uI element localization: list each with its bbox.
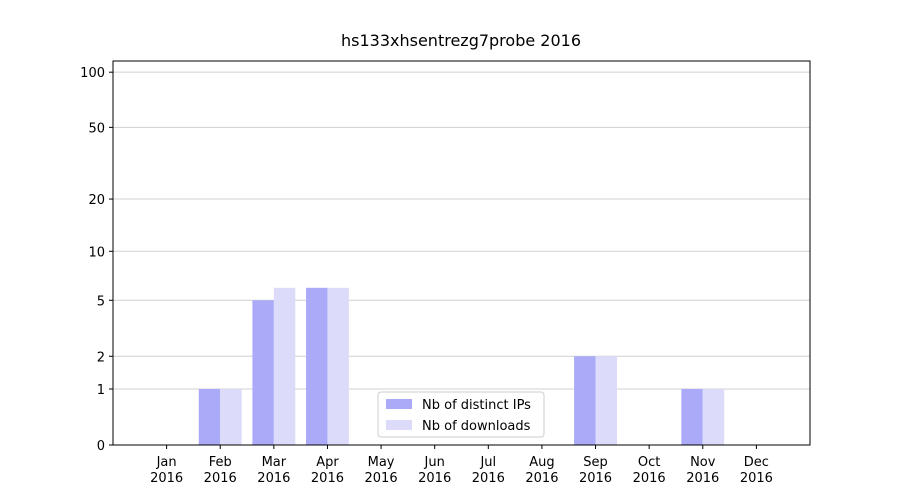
x-tick-label: Apr 2016 bbox=[311, 455, 344, 486]
y-tick-label: 1 bbox=[97, 383, 105, 398]
legend-box bbox=[377, 391, 545, 438]
bar bbox=[273, 287, 296, 445]
y-tick-label: 20 bbox=[88, 193, 105, 208]
bar bbox=[681, 389, 703, 445]
plot-frame bbox=[112, 60, 811, 446]
bar bbox=[574, 356, 596, 445]
x-tick-label: Nov 2016 bbox=[686, 455, 719, 486]
x-tick-label: Feb 2016 bbox=[204, 455, 237, 486]
y-tick-label: 100 bbox=[80, 66, 105, 81]
y-tick-label: 50 bbox=[88, 121, 105, 136]
legend-swatch bbox=[386, 420, 412, 430]
x-tick-label: Jul 2016 bbox=[472, 455, 505, 486]
bar bbox=[220, 389, 242, 445]
bar bbox=[595, 356, 617, 445]
bar bbox=[198, 389, 221, 445]
x-tick-label: Aug 2016 bbox=[525, 455, 558, 486]
bar bbox=[702, 389, 725, 445]
legend-label: Nb of distinct IPs bbox=[422, 398, 531, 413]
legend-swatch bbox=[386, 399, 412, 409]
y-tick-label: 10 bbox=[88, 245, 105, 260]
y-tick-label: 0 bbox=[97, 439, 105, 454]
legend-label: Nb of downloads bbox=[422, 419, 531, 434]
bar bbox=[327, 287, 349, 445]
x-tick-label: May 2016 bbox=[365, 455, 398, 486]
chart-title: hs133xhsentrezg7probe 2016 bbox=[341, 31, 581, 50]
y-tick-label: 5 bbox=[97, 294, 105, 309]
y-tick-label: 2 bbox=[97, 350, 105, 365]
x-tick-label: Jan 2016 bbox=[150, 455, 183, 486]
x-tick-label: Sep 2016 bbox=[579, 455, 612, 486]
x-tick-label: Dec 2016 bbox=[740, 455, 773, 486]
x-tick-label: Mar 2016 bbox=[257, 455, 290, 486]
bar bbox=[252, 300, 274, 445]
bar bbox=[306, 287, 328, 445]
x-tick-label: Jun 2016 bbox=[418, 455, 451, 486]
x-tick-label: Oct 2016 bbox=[633, 455, 666, 486]
